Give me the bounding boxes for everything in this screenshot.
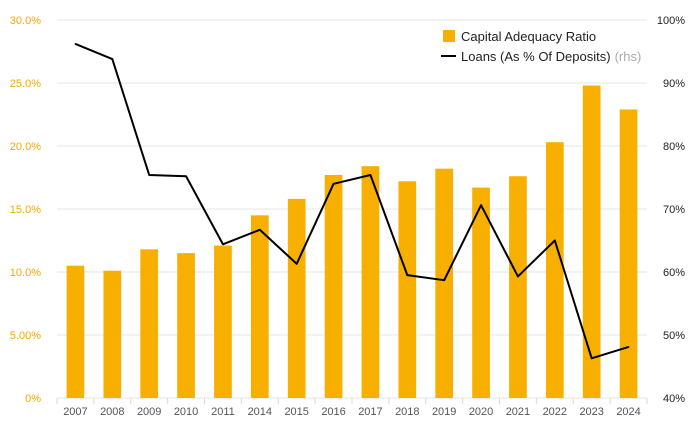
bar-2022 — [545, 142, 564, 398]
line-point-2014 — [259, 228, 261, 231]
x-tick-label: 2023 — [579, 406, 603, 418]
y-left-tick-label: 15.0% — [10, 204, 41, 216]
line-point-2009 — [148, 174, 150, 176]
x-tick-label: 2024 — [616, 406, 640, 418]
x-tick-label: 2021 — [506, 406, 530, 418]
line-point-2022 — [554, 239, 556, 242]
legend-swatch-bar — [443, 30, 455, 42]
line-point-2008 — [111, 58, 114, 60]
x-tick-label: 2008 — [100, 406, 124, 418]
x-tick-label: 2015 — [284, 406, 308, 418]
line-point-2007 — [74, 43, 77, 45]
bar-series — [66, 85, 638, 399]
y-left-tick-label: 10.0% — [10, 267, 41, 279]
y-right-tick-label: 40% — [663, 393, 685, 405]
legend-label-line-suffix: (rhs) — [615, 49, 642, 64]
bar-2008 — [103, 270, 122, 398]
line-point-2017 — [369, 174, 372, 176]
bar-2018 — [398, 181, 417, 398]
y-right-tick-label: 50% — [663, 330, 685, 342]
line-point-2020 — [480, 204, 482, 207]
legend: Capital Adequacy Ratio Loans (As % Of De… — [441, 29, 641, 64]
legend-label-line: Loans (As % Of Deposits) — [461, 49, 611, 64]
bar-2016 — [324, 174, 343, 398]
line-point-2011 — [222, 243, 224, 246]
x-axis: 2007 2008 2009 2010 2011 2014 2015 2016 2017 2018… — [63, 406, 641, 418]
x-tick-label: 2007 — [63, 406, 87, 418]
x-tick-label: 2019 — [432, 406, 456, 418]
y-right-tick-label: 90% — [663, 78, 685, 90]
bar-2021 — [509, 176, 527, 398]
x-tick-label: 2018 — [395, 406, 419, 418]
bar-2017 — [361, 166, 380, 398]
x-tick-label: 2020 — [469, 406, 493, 418]
line-point-2023 — [590, 357, 593, 360]
x-tick-label: 2009 — [137, 406, 161, 418]
bar-2007 — [66, 265, 85, 398]
line-series — [74, 43, 630, 360]
y-left-tick-label: 20.0% — [10, 141, 41, 153]
left-y-axis: 0% 5.00% 10.0% 15.0% 20.0% 25.0% 30.0% — [10, 15, 41, 405]
bar-2014 — [250, 215, 269, 398]
x-tick-label: 2010 — [174, 406, 198, 418]
line-point-2015 — [295, 263, 298, 265]
right-y-axis: 40% 50% 60% 70% 80% 90% 100% — [657, 15, 685, 405]
bar-2011 — [214, 245, 232, 398]
y-right-tick-label: 100% — [657, 15, 685, 27]
y-left-tick-label: 0% — [25, 393, 41, 405]
bar-2015 — [287, 198, 306, 398]
y-left-tick-label: 30.0% — [10, 15, 41, 27]
bar-2010 — [177, 253, 195, 398]
bar-2019 — [435, 168, 454, 398]
line-point-2019 — [443, 279, 445, 281]
x-tick-label: 2022 — [543, 406, 567, 418]
x-tick-label: 2014 — [248, 406, 272, 418]
x-tick-label: 2016 — [321, 406, 345, 418]
bar-2023 — [582, 85, 601, 399]
x-tick-label: 2011 — [211, 406, 235, 418]
line-point-2018 — [406, 274, 409, 276]
line-point-2016 — [332, 183, 335, 185]
line-point-2024 — [627, 346, 630, 348]
y-right-tick-label: 70% — [663, 204, 685, 216]
line-point-2010 — [185, 175, 187, 178]
y-left-tick-label: 25.0% — [10, 78, 41, 90]
bar-2009 — [140, 249, 159, 398]
y-left-tick-label: 5.00% — [10, 330, 41, 342]
legend-label-bar: Capital Adequacy Ratio — [461, 29, 596, 44]
legend-label-line-group: Loans (As % Of Deposits) (rhs) — [461, 49, 641, 64]
x-tick-label: 2017 — [358, 406, 382, 418]
y-right-tick-label: 60% — [663, 267, 685, 279]
bar-2024 — [619, 109, 638, 399]
loans-line — [75, 43, 629, 360]
bar-2020 — [472, 187, 490, 398]
line-point-2021 — [517, 275, 519, 278]
y-right-tick-label: 80% — [663, 141, 685, 153]
